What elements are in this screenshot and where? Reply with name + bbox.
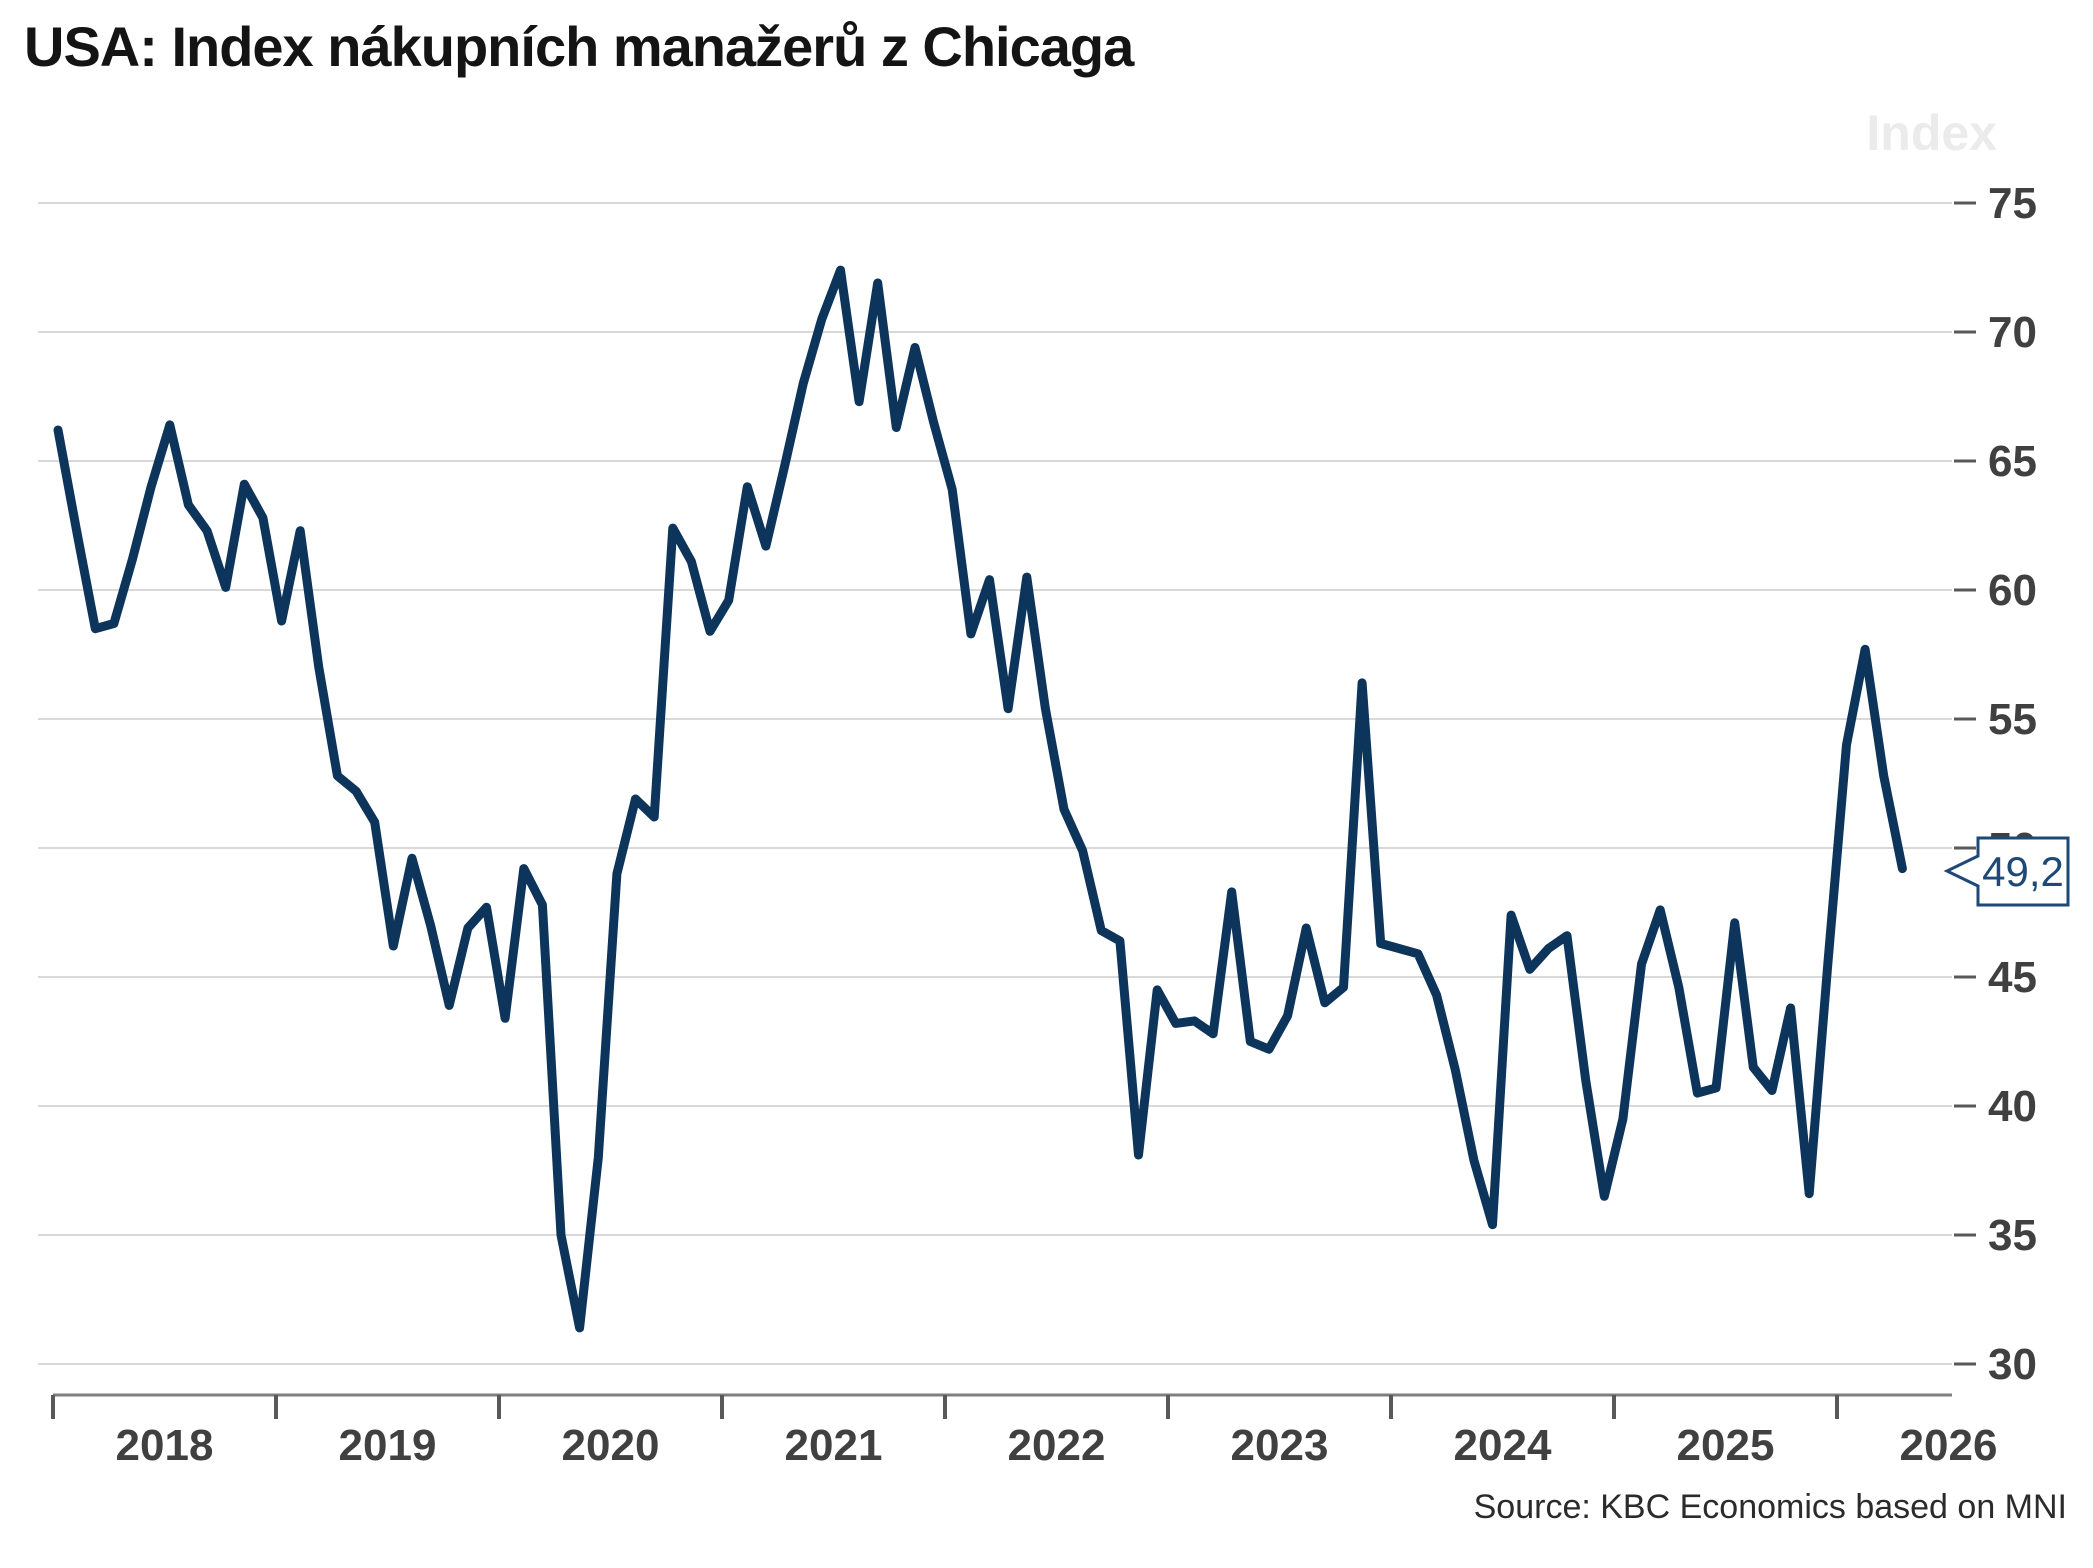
x-axis-label: 2021 — [785, 1421, 883, 1470]
x-axis-label: 2022 — [1008, 1421, 1106, 1470]
y-axis-label: 75 — [1988, 179, 2037, 228]
x-axis-label: 2018 — [116, 1421, 214, 1470]
y-axis-label: 35 — [1988, 1211, 2037, 1260]
y-axis-label: 65 — [1988, 437, 2037, 486]
x-axis-label: 2025 — [1677, 1421, 1775, 1470]
x-axis-label: 2026 — [1900, 1421, 1998, 1470]
pmi-series-line — [53, 265, 1907, 1333]
y-axis-label: 40 — [1988, 1082, 2037, 1131]
y-axis-label: 55 — [1988, 695, 2037, 744]
y-axis-label: 60 — [1988, 566, 2037, 615]
axis-unit-label: Index — [1866, 105, 1997, 161]
y-axis-label: 30 — [1988, 1340, 2037, 1389]
x-axis-label: 2019 — [339, 1421, 437, 1470]
y-axis-label: 45 — [1988, 953, 2037, 1002]
chart-title: USA: Index nákupních manažerů z Chicaga — [24, 15, 1134, 78]
last-value-callout — [1943, 836, 2070, 907]
x-axis-label: 2024 — [1454, 1421, 1552, 1470]
source-attribution: Source: KBC Economics based on MNI — [1473, 1488, 2067, 1526]
last-value-label: 49,2 — [1982, 848, 2064, 895]
y-axis-label: 70 — [1988, 308, 2037, 357]
x-axis-label: 2020 — [562, 1421, 660, 1470]
x-axis-label: 2023 — [1231, 1421, 1329, 1470]
